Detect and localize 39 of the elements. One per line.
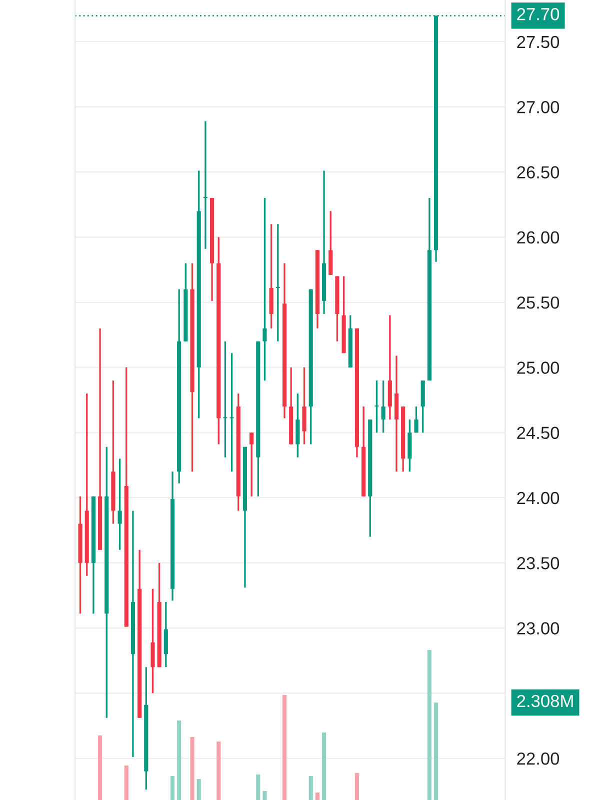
bar — [124, 766, 128, 800]
bar — [177, 720, 182, 800]
y-tick-label: 25.50 — [517, 296, 560, 309]
y-tick-label: 26.00 — [517, 231, 560, 244]
y-tick-label: 27.50 — [517, 36, 560, 48]
bar — [308, 776, 313, 800]
candlestick — [250, 432, 254, 498]
y-tick-label: 25.00 — [517, 362, 560, 374]
candlestick — [381, 380, 386, 434]
bar — [170, 776, 175, 800]
y-tick-label: 27.00 — [517, 101, 560, 114]
text: 2.308M — [517, 694, 573, 708]
bar — [196, 779, 201, 800]
bar — [98, 736, 102, 800]
bar — [256, 774, 260, 800]
y-tick-label: 24.00 — [517, 492, 560, 504]
y-tick-label: 23.00 — [517, 622, 560, 634]
bar — [354, 773, 360, 800]
bar — [434, 702, 438, 800]
y-tick-label: 23.50 — [517, 557, 560, 570]
bar — [262, 791, 267, 800]
candlestick — [203, 120, 208, 250]
y-tick-label: 24.50 — [517, 426, 560, 440]
bar — [427, 650, 432, 800]
candlestick — [276, 223, 280, 342]
candlestick — [230, 352, 234, 472]
candlestick — [262, 197, 267, 382]
bar — [282, 695, 287, 800]
bar — [315, 792, 320, 800]
y-tick-label: 22.00 — [517, 752, 560, 765]
y-tick-label: 26.50 — [517, 166, 560, 178]
candlestick — [118, 458, 122, 551]
bar — [322, 732, 326, 800]
candlestick — [374, 380, 379, 434]
candlestick — [223, 340, 228, 458]
ref-line-label: 27.70 — [517, 8, 560, 20]
candlestick — [414, 406, 418, 434]
bar — [216, 742, 221, 800]
bar — [190, 737, 194, 800]
